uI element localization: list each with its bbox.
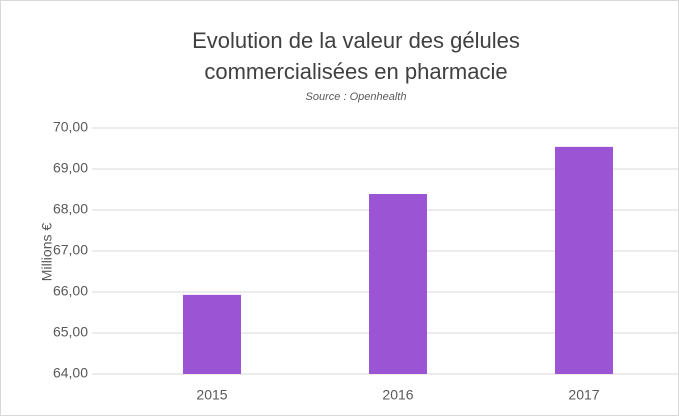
y-axis-label: Millions € [39,223,55,282]
y-tick-label: 67,00 [53,242,88,258]
x-tick-label: 2015 [196,387,227,403]
y-tick-label: 64,00 [53,365,88,381]
y-tick-label: 68,00 [53,201,88,217]
chart-subtitle: Source : Openhealth [306,91,407,103]
bar [555,146,613,374]
x-tick-label: 2017 [568,387,599,403]
y-tick-label: 65,00 [53,324,88,340]
bar [369,194,427,374]
y-tick-label: 70,00 [53,119,88,135]
bar [183,294,241,374]
chart-title: Evolution de la valeur des gélules [192,28,520,53]
y-tick-label: 66,00 [53,283,88,299]
chart-title: commercialisées en pharmacie [204,59,507,84]
x-tick-label: 2016 [382,387,413,403]
y-tick-label: 69,00 [53,160,88,176]
